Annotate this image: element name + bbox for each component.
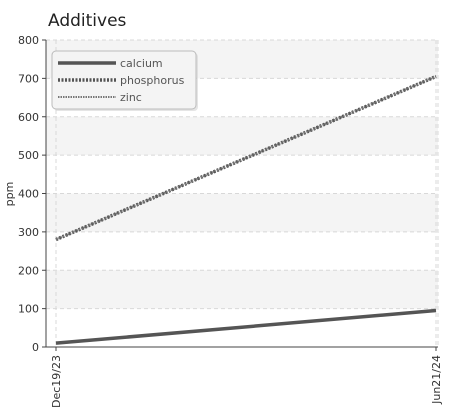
plot-band bbox=[46, 270, 438, 309]
series-line-zinc bbox=[55, 75, 437, 241]
plot-band bbox=[46, 116, 438, 156]
legend-box bbox=[51, 50, 197, 110]
series-lines bbox=[55, 74, 437, 345]
x-tick-labels: Dec19/23 Jun21/24 bbox=[50, 355, 443, 408]
x-tick-label: Jun21/24 bbox=[430, 355, 443, 405]
series-line-calcium bbox=[55, 308, 437, 345]
y-tick-label: 700 bbox=[18, 72, 39, 85]
chart-title: Additives bbox=[48, 11, 127, 31]
y-tick-labels: 0 100 200 300 400 500 600 700 800 bbox=[18, 34, 39, 354]
legend-label: phosphorus bbox=[120, 74, 185, 87]
plot-band bbox=[46, 193, 438, 232]
y-tick-label: 800 bbox=[18, 34, 39, 47]
y-tick-label: 100 bbox=[18, 303, 39, 316]
legend: calcium phosphorus zinc bbox=[51, 50, 198, 111]
y-tick-label: 200 bbox=[18, 264, 39, 277]
y-tick-label: 300 bbox=[18, 226, 39, 239]
y-tick-label: 500 bbox=[18, 149, 39, 162]
series-line-phosphorus bbox=[55, 74, 437, 242]
y-tick-label: 400 bbox=[18, 188, 39, 201]
legend-label: calcium bbox=[120, 57, 163, 70]
y-tick-label: 0 bbox=[32, 341, 39, 354]
legend-label: zinc bbox=[120, 91, 142, 104]
x-tick-label: Dec19/23 bbox=[50, 355, 63, 408]
y-axis-label: ppm bbox=[3, 182, 16, 207]
axes bbox=[42, 39, 438, 351]
y-tick-label: 600 bbox=[18, 111, 39, 124]
